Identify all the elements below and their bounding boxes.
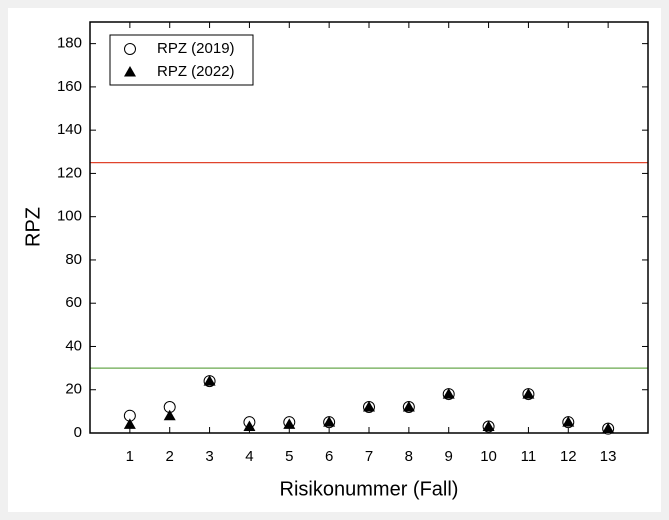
legend-marker [124,43,136,55]
x-tick-label: 10 [480,448,497,465]
x-tick-label: 5 [285,448,293,465]
point [442,388,455,399]
y-tick-label: 180 [57,35,82,52]
legend-marker [124,66,136,77]
background [8,8,661,512]
y-tick-label: 100 [57,208,82,225]
x-tick-label: 9 [445,448,453,465]
y-tick-label: 0 [74,424,82,441]
point [163,409,176,421]
x-tick-label: 7 [365,448,373,465]
point [283,418,296,429]
x-axis-label: Risikonummer (Fall) [280,478,459,500]
legend-box [109,34,254,86]
x-tick-label: 11 [521,448,537,465]
point [323,416,336,427]
y-tick-label: 120 [57,164,82,181]
y-tick-label: 20 [65,381,82,398]
point [482,420,495,432]
point [602,422,615,434]
point [562,416,575,427]
y-tick-label: 60 [65,294,82,311]
legend-label: RPZ (2022) [157,63,235,80]
point [363,401,375,412]
point [243,420,256,432]
legend-label: RPZ (2019) [157,40,235,57]
x-tick-label: 13 [600,448,617,465]
x-tick-label: 12 [560,448,577,465]
y-tick-label: 140 [57,121,82,138]
y-tick-label: 160 [57,78,82,95]
x-tick-label: 1 [126,448,134,465]
x-tick-label: 8 [405,448,413,465]
y-tick-label: 40 [65,337,82,354]
point [402,401,415,412]
plot-frame [89,21,649,434]
point [123,418,136,429]
point [203,375,216,386]
point [522,388,535,399]
x-tick-label: 6 [325,448,333,465]
x-tick-label: 3 [205,448,213,465]
x-tick-label: 2 [166,448,174,465]
x-tick-label: 4 [245,448,253,465]
y-tick-label: 80 [65,251,82,268]
y-axis-label: RPZ [22,207,44,247]
